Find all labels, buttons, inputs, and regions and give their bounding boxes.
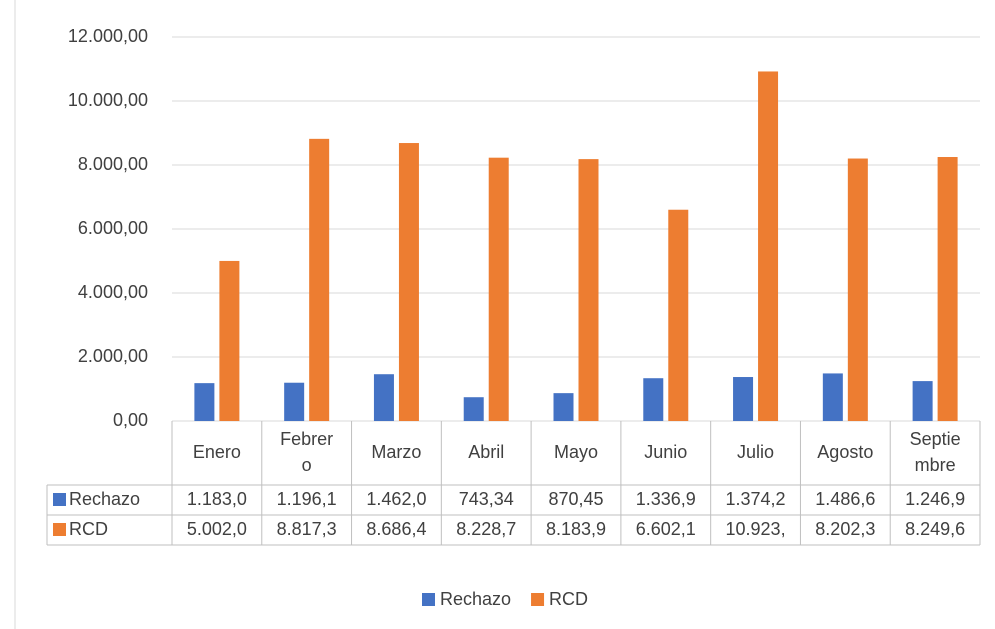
table-value: 8.228,7 — [456, 519, 516, 539]
bar — [578, 159, 599, 421]
legend-key — [531, 593, 545, 606]
bar — [553, 393, 574, 421]
table-value: 1.486,6 — [815, 489, 875, 509]
y-tick-label: 12.000,00 — [68, 26, 148, 46]
table-value: 1.246,9 — [905, 489, 965, 509]
table-series-name: RCD — [69, 519, 108, 539]
x-tick-label: Febrer o — [280, 429, 333, 475]
x-tick-label: Septie mbre — [910, 429, 961, 475]
table-key — [53, 523, 66, 536]
bar — [284, 382, 305, 421]
bar — [937, 157, 958, 421]
bar — [822, 373, 843, 421]
x-tick-label: Julio — [737, 442, 774, 462]
bar — [309, 138, 330, 421]
table-value: 8.817,3 — [277, 519, 337, 539]
x-tick-label: Junio — [644, 442, 687, 462]
bar — [758, 71, 779, 422]
table-value: 870,45 — [548, 489, 603, 509]
y-tick-label: 2.000,00 — [78, 346, 148, 366]
bar — [668, 209, 689, 421]
x-tick-label: Enero — [193, 442, 241, 462]
y-tick-label: 8.000,00 — [78, 154, 148, 174]
y-tick-label: 6.000,00 — [78, 218, 148, 238]
table-value: 8.202,3 — [815, 519, 875, 539]
table-value: 8.249,6 — [905, 519, 965, 539]
legend-label: RCD — [549, 589, 588, 609]
bar — [373, 374, 394, 421]
x-tick-label: Marzo — [371, 442, 421, 462]
table-key — [53, 493, 66, 506]
legend-label: Rechazo — [440, 589, 511, 609]
table-value: 1.196,1 — [277, 489, 337, 509]
bar — [398, 143, 419, 421]
table-value: 743,34 — [459, 489, 514, 509]
table-value: 1.336,9 — [636, 489, 696, 509]
table-value: 10.923, — [726, 519, 786, 539]
table-value: 8.686,4 — [366, 519, 426, 539]
table-value: 8.183,9 — [546, 519, 606, 539]
bar — [643, 378, 664, 421]
bar — [194, 383, 215, 421]
table-value: 1.183,0 — [187, 489, 247, 509]
bar — [463, 397, 484, 421]
y-tick-label: 4.000,00 — [78, 282, 148, 302]
x-tick-label: Agosto — [817, 442, 873, 462]
table-value: 6.602,1 — [636, 519, 696, 539]
bar — [912, 381, 933, 421]
legend-key — [422, 593, 435, 606]
bar — [219, 260, 240, 421]
bar — [488, 157, 509, 422]
table-series-name: Rechazo — [69, 489, 140, 509]
table-value: 5.002,0 — [187, 519, 247, 539]
y-tick-label: 10.000,00 — [68, 90, 148, 110]
bar — [733, 377, 754, 421]
bar — [847, 158, 868, 421]
y-tick-label: 0,00 — [113, 410, 148, 430]
table-value: 1.462,0 — [366, 489, 426, 509]
x-tick-label: Abril — [468, 442, 504, 462]
x-tick-label: Mayo — [554, 442, 598, 462]
table-value: 1.374,2 — [726, 489, 786, 509]
